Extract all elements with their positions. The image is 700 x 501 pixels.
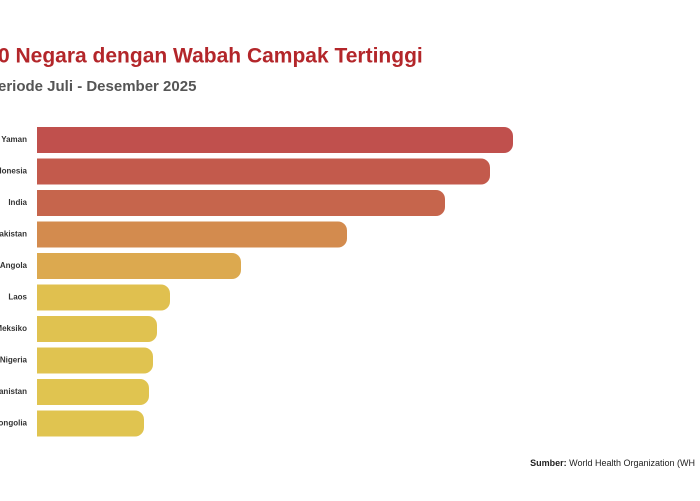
bar xyxy=(37,190,445,216)
y-tick-label: India xyxy=(8,198,27,207)
chart-subtitle: eriode Juli - Desember 2025 xyxy=(0,78,196,95)
bar xyxy=(37,379,149,405)
bar xyxy=(37,284,170,311)
chart-title: 0 Negara dengan Wabah Campak Tertinggi xyxy=(0,45,423,68)
bar xyxy=(37,221,347,248)
bar xyxy=(37,316,157,342)
source: Sumber: World Health Organization (WH xyxy=(530,458,695,468)
bar xyxy=(37,158,490,185)
y-tick-label: Meksiko xyxy=(0,324,27,333)
y-tick-label: anistan xyxy=(0,387,27,396)
source-label: Sumber: xyxy=(530,458,567,468)
bar xyxy=(37,347,153,374)
y-tick-label: Nigeria xyxy=(0,356,28,365)
bar xyxy=(37,253,241,279)
y-tick-label: ongolia xyxy=(0,419,28,428)
bar xyxy=(37,127,513,153)
y-tick-label: donesia xyxy=(0,167,28,176)
source-text: World Health Organization (WH xyxy=(569,458,695,468)
bar xyxy=(37,410,144,437)
y-tick-label: akistan xyxy=(0,230,27,239)
y-tick-label: Yaman xyxy=(1,135,27,144)
y-tick-label: Laos xyxy=(8,293,27,302)
y-tick-label: Angola xyxy=(0,261,28,270)
